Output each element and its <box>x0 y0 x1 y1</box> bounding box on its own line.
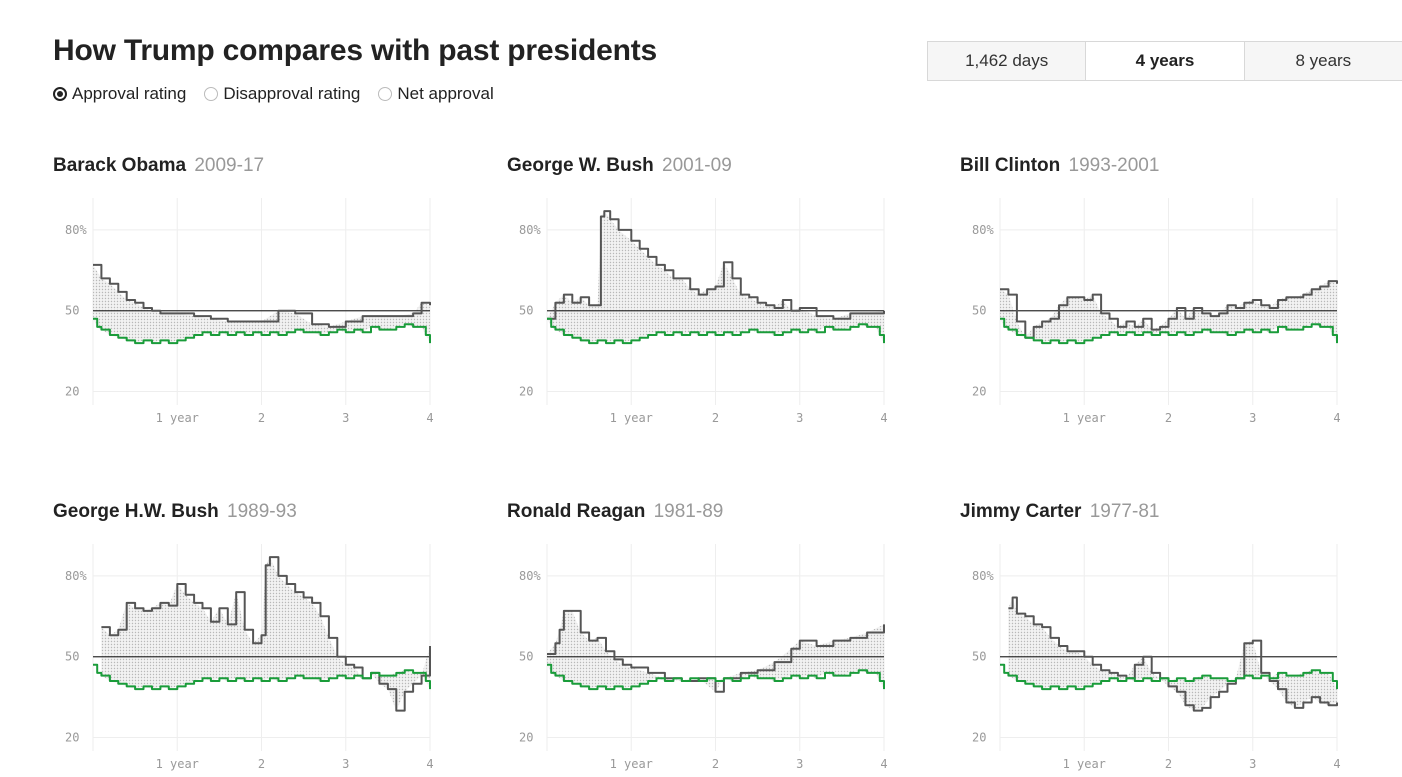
metric-options: Approval rating Disapproval rating Net a… <box>53 84 512 104</box>
y-tick-label: 80% <box>972 223 994 237</box>
x-tick-label: 1 year <box>610 411 653 425</box>
x-tick-label: 1 year <box>156 411 199 425</box>
president-approval-line <box>1000 280 1338 339</box>
span-button-1462-days[interactable]: 1,462 days <box>928 42 1087 80</box>
y-tick-label: 50 <box>972 304 986 318</box>
panel-heading-gw-bush: George W. Bush 2001-09 <box>507 155 732 177</box>
y-tick-label: 20 <box>972 385 986 399</box>
y-tick-label: 20 <box>519 385 533 399</box>
panel-heading-obama: Barack Obama 2009-17 <box>53 155 264 177</box>
x-tick-label: 4 <box>426 757 433 771</box>
y-tick-label: 50 <box>65 304 79 318</box>
president-years: 1989-93 <box>227 501 297 522</box>
x-tick-label: 4 <box>880 757 887 771</box>
chart-reagan: 80% 50 20 1 year 2 3 4 <box>519 544 888 771</box>
time-span-toggle: 1,462 days 4 years 8 years <box>927 41 1402 81</box>
y-tick-label: 20 <box>972 731 986 745</box>
president-name: George H.W. Bush <box>53 501 219 522</box>
x-tick-label: 1 year <box>156 757 199 771</box>
x-tick-label: 1 year <box>1063 411 1106 425</box>
page-title: How Trump compares with past presidents <box>53 34 657 67</box>
president-name: George W. Bush <box>507 155 654 176</box>
difference-area <box>547 610 884 692</box>
chart-clinton: 80% 50 20 1 year 2 3 4 <box>972 198 1341 425</box>
radio-empty-icon[interactable] <box>204 87 219 101</box>
option-approval-rating[interactable]: Approval rating <box>53 84 186 104</box>
y-tick-label: 80% <box>519 223 541 237</box>
president-name: Jimmy Carter <box>960 501 1082 522</box>
president-name: Barack Obama <box>53 155 187 176</box>
x-tick-label: 3 <box>342 757 349 771</box>
panel-heading-carter: Jimmy Carter 1977-81 <box>960 501 1159 523</box>
x-tick-label: 2 <box>258 411 265 425</box>
panel-heading-clinton: Bill Clinton 1993-2001 <box>960 155 1159 177</box>
option-net-approval[interactable]: Net approval <box>378 84 494 104</box>
president-years: 2001-09 <box>662 155 732 176</box>
x-tick-label: 3 <box>796 411 803 425</box>
y-tick-label: 50 <box>519 650 533 664</box>
president-years: 2009-17 <box>194 155 265 176</box>
difference-area <box>1000 281 1337 344</box>
y-tick-label: 80% <box>65 223 87 237</box>
trump-approval-line <box>1000 663 1338 691</box>
trump-approval-line <box>1000 317 1338 345</box>
option-label: Approval rating <box>72 84 187 103</box>
president-approval-line <box>547 210 885 320</box>
president-approval-line <box>1008 596 1338 712</box>
span-button-4-years[interactable]: 4 years <box>1086 42 1245 80</box>
trump-approval-line <box>547 317 885 345</box>
x-tick-label: 3 <box>1249 411 1256 425</box>
president-years: 1981-89 <box>653 501 724 522</box>
x-tick-label: 3 <box>1249 757 1256 771</box>
x-tick-label: 4 <box>1333 757 1340 771</box>
span-button-8-years[interactable]: 8 years <box>1295 51 1352 70</box>
panel-heading-hw-bush: George H.W. Bush 1989-93 <box>53 501 297 523</box>
chart-obama: 80% 50 20 1 year 2 3 4 <box>65 198 434 425</box>
y-tick-label: 50 <box>65 650 79 664</box>
x-tick-label: 4 <box>1333 411 1340 425</box>
x-tick-label: 2 <box>258 757 265 771</box>
x-tick-label: 3 <box>342 411 349 425</box>
x-tick-label: 2 <box>712 757 719 771</box>
option-label: Net approval <box>397 84 494 103</box>
y-tick-label: 80% <box>65 569 87 583</box>
y-tick-label: 20 <box>65 731 79 745</box>
president-years: 1993-2001 <box>1068 155 1160 176</box>
y-tick-label: 20 <box>519 731 533 745</box>
difference-area <box>1008 599 1337 711</box>
x-tick-label: 1 year <box>610 757 653 771</box>
trump-approval-line <box>93 663 431 691</box>
president-years: 1977-81 <box>1089 501 1160 522</box>
chart-carter: 80% 50 20 1 year 2 3 4 <box>972 544 1341 771</box>
trump-approval-line <box>547 663 885 691</box>
chart-hw-bush: 80% 50 20 1 year 2 3 4 <box>65 544 434 771</box>
president-approval-line <box>93 263 431 328</box>
x-tick-label: 3 <box>796 757 803 771</box>
option-disapproval-rating[interactable]: Disapproval rating <box>204 84 360 104</box>
y-tick-label: 80% <box>972 569 994 583</box>
y-tick-label: 50 <box>972 650 986 664</box>
trump-approval-line <box>93 317 431 345</box>
x-tick-label: 1 year <box>1063 757 1106 771</box>
president-name: Bill Clinton <box>960 155 1061 176</box>
president-name: Ronald Reagan <box>507 501 646 522</box>
x-tick-label: 4 <box>426 411 433 425</box>
x-tick-label: 2 <box>1165 411 1172 425</box>
option-label: Disapproval rating <box>223 84 361 103</box>
x-tick-label: 2 <box>1165 757 1172 771</box>
radio-selected-icon[interactable] <box>53 87 67 101</box>
y-tick-label: 50 <box>519 304 533 318</box>
x-tick-label: 2 <box>712 411 719 425</box>
y-tick-label: 20 <box>65 385 79 399</box>
chart-gw-bush: 80% 50 20 1 year 2 3 4 <box>519 198 888 425</box>
y-tick-label: 80% <box>519 569 541 583</box>
x-tick-label: 4 <box>880 411 887 425</box>
panel-heading-reagan: Ronald Reagan 1981-89 <box>507 501 723 523</box>
radio-empty-icon[interactable] <box>378 87 393 101</box>
